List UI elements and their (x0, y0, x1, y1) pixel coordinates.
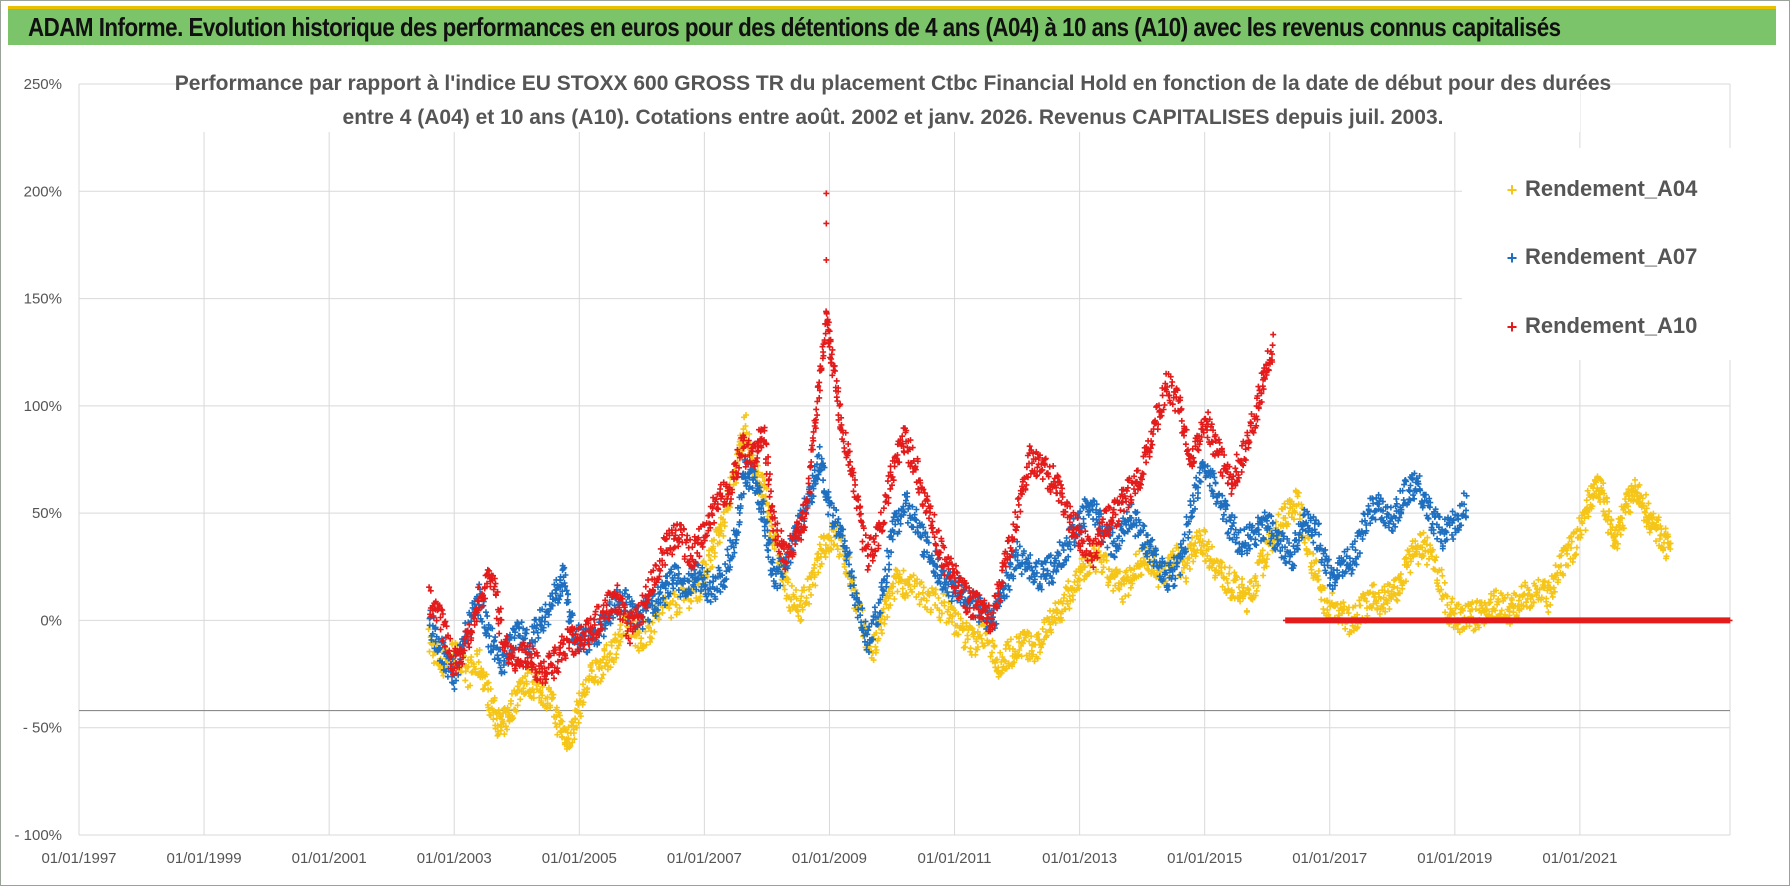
x-tick-label: 01/01/2003 (417, 850, 492, 867)
series-Rendement_A10 (426, 308, 1277, 686)
y-tick-label: 200% (24, 183, 62, 200)
y-tick-label: 250% (24, 76, 62, 93)
header-banner: ADAM Informe. Evolution historique des p… (8, 6, 1776, 45)
series-flat-zero (1283, 617, 1733, 624)
legend-label-a07: Rendement_A07 (1525, 244, 1697, 269)
x-tick-label: 01/01/1999 (167, 850, 242, 867)
x-tick-label: 01/01/2015 (1167, 850, 1242, 867)
legend: + Rendement_A04 + Rendement_A07 + Rendem… (1462, 148, 1732, 360)
y-tick-label: 50% (32, 505, 62, 522)
chart-title-line2: entre 4 (A04) et 10 ans (A10). Cotations… (343, 106, 1444, 129)
legend-label-a04: Rendement_A04 (1525, 176, 1698, 201)
legend-marker-a04: + (1507, 180, 1518, 200)
x-tick-label: 01/01/2021 (1542, 850, 1617, 867)
x-tick-label: 01/01/2001 (292, 850, 367, 867)
series-Rendement_A07 (426, 443, 1470, 693)
outlier-point (823, 190, 830, 197)
y-tick-label: - 100% (14, 827, 62, 844)
data-point-markers (426, 443, 1470, 693)
outlier-point (823, 220, 830, 227)
x-tick-label: 01/01/1997 (41, 850, 116, 867)
x-tick-label: 01/01/2017 (1292, 850, 1367, 867)
x-axis-ticks: 01/01/1997 01/01/1999 01/01/2001 01/01/2003… (41, 850, 1617, 867)
data-points (425, 190, 1733, 752)
legend-background (1462, 148, 1732, 360)
x-tick-label: 01/01/2005 (542, 850, 617, 867)
x-tick-label: 01/01/2011 (918, 850, 992, 867)
x-tick-label: 01/01/2013 (1042, 850, 1117, 867)
y-tick-label: 150% (24, 291, 62, 308)
y-tick-label: 100% (24, 398, 62, 415)
series-outliers (823, 190, 830, 263)
chart-title-line1: Performance par rapport à l'indice EU ST… (175, 72, 1611, 95)
page-title: ADAM Informe. Evolution historique des p… (28, 12, 1561, 42)
legend-marker-a10: + (1507, 317, 1518, 337)
y-tick-label: - 50% (23, 720, 62, 737)
legend-label-a10: Rendement_A10 (1525, 313, 1697, 338)
outlier-point (823, 256, 830, 263)
y-tick-label: 0% (40, 612, 62, 629)
x-tick-label: 01/01/2009 (792, 850, 867, 867)
legend-marker-a07: + (1507, 248, 1518, 268)
data-point-markers (426, 308, 1277, 686)
x-tick-label: 01/01/2007 (667, 850, 742, 867)
flat-zero-markers (1283, 617, 1733, 624)
title-background (200, 66, 1580, 132)
x-tick-label: 01/01/2019 (1417, 850, 1492, 867)
y-axis-ticks: 250% 200% 150% 100% 50% 0% - 50% - 100% (14, 76, 62, 844)
